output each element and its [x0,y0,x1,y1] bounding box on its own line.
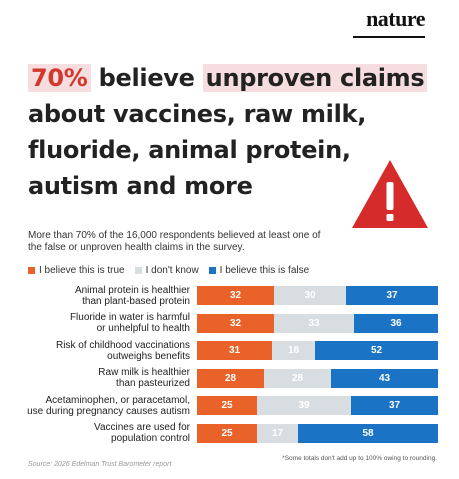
stacked-bar: 28 28 43 [197,368,438,388]
legend-item-false: I believe this is false [208,265,310,276]
bar-segment-dont-know: 17 [257,423,298,443]
headline-line-3: fluoride, animal protein, [28,136,351,164]
bar-segment-true: 32 [197,286,274,305]
category-label-line: or unhelpful to health [96,323,190,334]
stacked-bar: 25 17 58 [197,423,438,443]
category-label: Vaccines are used for population control [10,422,190,445]
category-label: Animal protein is healthier than plant-ba… [10,284,190,307]
legend-label-dont-know: I don't know [145,265,199,276]
stacked-bar: 32 30 37 [197,286,438,305]
category-label-line: Vaccines are used for [94,422,190,433]
headline-line-4: autism and more [28,172,253,200]
stacked-bar: 25 39 37 [197,396,438,415]
headline-highlight-pct: 70% [28,64,91,92]
stacked-bar: 32 33 36 [197,313,438,333]
bar-segment-true: 25 [197,423,257,443]
category-label: Raw milk is healthier than pasteurized [10,367,190,390]
category-label-line: Risk of childhood vaccinations [56,339,190,351]
rounding-footnote: *Some totals don't add up to 100% owing … [282,455,437,462]
category-label: Acetaminophen, or paracetamol, use during… [10,394,190,417]
category-label-line: than plant-based protein [82,295,190,307]
legend-label-false: I believe this is false [219,265,310,276]
legend-label-true: I believe this is true [39,265,125,276]
headline-highlight-claims: unproven claims [202,64,428,92]
bar-segment-false: 36 [354,313,438,333]
chart-row: Vaccines are used for population control 2… [0,422,459,445]
legend-swatch-false [208,267,216,274]
headline-line-1: 70% believe unproven claims [28,60,433,96]
headline-line-2: about vaccines, raw milk, [28,100,367,128]
bar-segment-false: 58 [298,423,438,443]
category-label: Fluoride in water is harmful or unhelpful… [10,312,190,335]
legend-swatch-true [28,267,35,274]
stacked-bar-chart: Animal protein is healthier than plant-ba… [0,284,459,454]
bar-segment-dont-know: 33 [274,313,354,333]
category-label-line: Animal protein is healthier [74,284,190,296]
bar-segment-false: 37 [351,396,438,415]
category-label-line: Acetaminophen, or paracetamol, [45,394,190,406]
bar-segment-false: 52 [315,341,438,360]
chart-row: Animal protein is healthier than plant-ba… [0,284,459,307]
category-label-line: Fluoride in water is harmful [69,312,190,323]
category-label-line: than pasteurized [116,378,190,389]
chart-row: Acetaminophen, or paracetamol, use during… [0,394,459,417]
category-label-line: Raw milk is healthier [98,367,190,378]
logo-underline [353,36,425,38]
chart-row: Fluoride in water is harmful or unhelpful… [0,312,459,335]
intro-text: More than 70% of the 16,000 respondents … [28,230,321,253]
nature-logo: nature [366,6,425,31]
bar-segment-true: 31 [197,341,272,360]
headline: 70% believe unproven claims about vaccin… [28,60,433,204]
chart-row: Raw milk is healthier than pasteurized 28 2… [0,367,459,390]
bar-segment-dont-know: 39 [257,396,351,415]
bar-segment-dont-know: 18 [272,341,315,360]
bar-segment-false: 43 [331,368,438,388]
chart-row: Risk of childhood vaccinations outweighs … [0,339,459,362]
bar-segment-true: 28 [197,368,264,388]
bar-segment-dont-know: 28 [264,368,331,388]
headline-believe: believe [90,64,203,92]
stacked-bar: 31 18 52 [197,341,438,360]
bar-segment-false: 37 [346,286,438,305]
category-label: Risk of childhood vaccinations outweighs … [10,339,190,362]
category-label-line: outweighs benefits [107,350,190,362]
warning-triangle-icon [352,160,428,228]
legend-item-true: I believe this is true [28,265,125,276]
bar-segment-true: 32 [197,313,274,333]
category-label-line: use during pregnancy causes autism [27,405,190,417]
bar-segment-dont-know: 30 [274,286,346,305]
warning-exclamation-bar [386,182,394,210]
legend-item-dont-know: I don't know [134,265,199,276]
legend: I believe this is true I don't know I be… [28,265,309,276]
category-label-line: population control [111,433,190,444]
source-note: Source: 2026 Edelman Trust Barometer rep… [28,461,172,468]
bar-segment-true: 25 [197,396,257,415]
warning-exclamation-dot [386,214,394,221]
legend-swatch-dont-know [134,267,142,274]
